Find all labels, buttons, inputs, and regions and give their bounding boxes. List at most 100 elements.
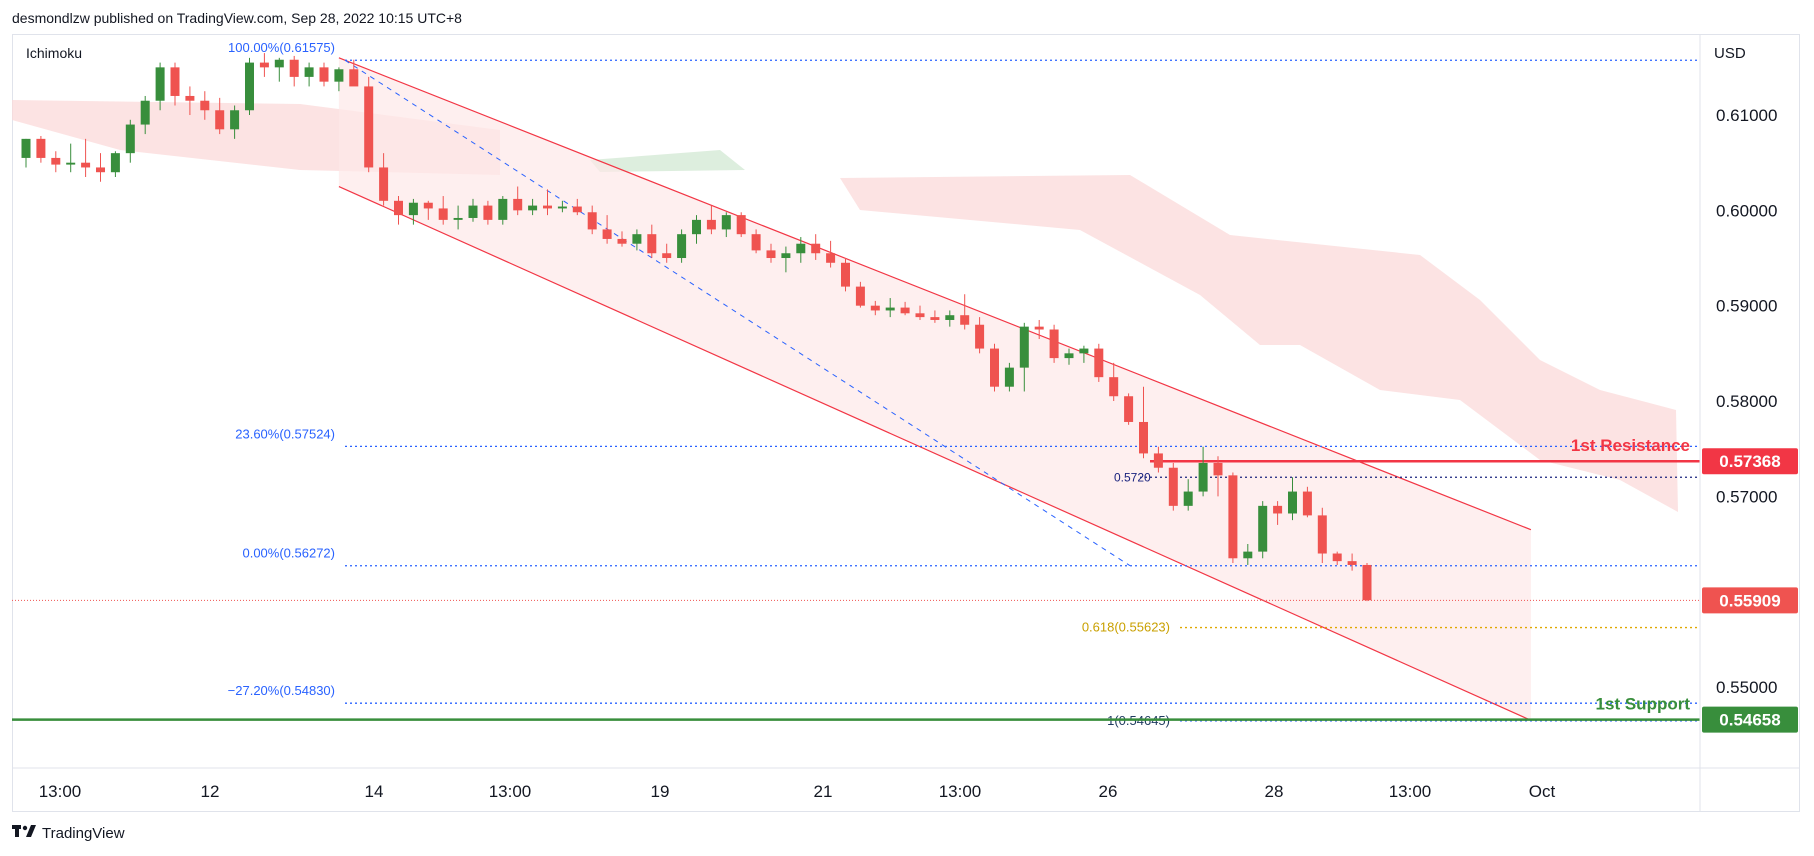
candle-body (200, 100, 210, 111)
candle-body (1198, 462, 1208, 492)
candle-body (572, 206, 582, 213)
extension-level-label: 0.618(0.55623) (1082, 620, 1170, 635)
candle (513, 186, 523, 216)
support-price-badge: 0.54658 (1719, 711, 1780, 730)
candle (1168, 462, 1178, 511)
current-price-badge: 0.55909 (1719, 591, 1780, 610)
candle (1198, 446, 1208, 497)
candle (662, 243, 672, 263)
candle (140, 95, 150, 135)
candle-body (1079, 348, 1089, 354)
tradingview-logo-icon[interactable] (12, 824, 36, 842)
candle-body (364, 86, 374, 168)
channel-fill (338, 57, 1531, 721)
candle-body (289, 59, 299, 77)
candle (751, 229, 761, 254)
candle (543, 189, 552, 216)
candle (1064, 348, 1074, 365)
candle-body (334, 69, 344, 82)
candle-body (721, 215, 731, 230)
time-tick-label: 13:00 (1389, 782, 1432, 801)
candle-body (1332, 553, 1342, 562)
candle-body (1049, 329, 1059, 359)
candle-body (21, 138, 31, 158)
candle (572, 198, 582, 216)
candle-body (125, 124, 135, 154)
candle (885, 298, 895, 318)
candle (945, 310, 955, 327)
candle-body (1273, 505, 1283, 514)
candle-body (855, 286, 865, 306)
price-tick-label: 0.59000 (1716, 297, 1777, 316)
candle (185, 86, 195, 116)
candle-body (1228, 475, 1238, 559)
candle-body (885, 307, 895, 311)
candle-body (662, 253, 672, 259)
footer: TradingView (12, 824, 125, 842)
candle-body (543, 205, 552, 209)
candle-body (66, 162, 76, 165)
candle (870, 300, 880, 316)
candle-body (766, 250, 776, 259)
candle (557, 200, 567, 213)
candle (1079, 345, 1089, 363)
candle-body (230, 110, 240, 130)
candle-body (1243, 551, 1253, 559)
candle-body (1317, 515, 1327, 554)
candle (796, 237, 806, 263)
current-price-badge-bg (1702, 587, 1798, 614)
candle-body (468, 205, 478, 218)
time-tick-label: 28 (1265, 782, 1284, 801)
candle-body (1302, 491, 1312, 516)
candle (1213, 456, 1223, 497)
candle (259, 53, 269, 77)
candle (319, 62, 329, 87)
candle (960, 294, 970, 330)
candle-body (1288, 491, 1297, 514)
candle (1109, 362, 1119, 401)
price-tick-label: 0.61000 (1716, 106, 1777, 125)
candle-body (706, 219, 716, 230)
candle-body (990, 348, 999, 387)
candle-body (975, 324, 985, 349)
candle-body (96, 167, 105, 173)
candle (528, 198, 538, 216)
candle (1273, 501, 1283, 525)
candle (453, 205, 463, 230)
candle-body (438, 208, 448, 220)
channel-lower-line (338, 185, 1532, 721)
candle-body (557, 206, 567, 209)
candle-body (811, 243, 821, 254)
candle-body (900, 307, 910, 314)
fib-level-label: 23.60%(0.57524) (235, 426, 335, 441)
candle (1332, 551, 1342, 565)
candle (692, 215, 701, 244)
publish-attribution: desmondlzw published on TradingView.com,… (12, 10, 462, 26)
candle-body (483, 205, 493, 220)
footer-brand[interactable]: TradingView (42, 824, 125, 842)
candle-body (1168, 467, 1178, 506)
candle-body (1034, 326, 1044, 330)
candle (1049, 324, 1059, 363)
candle (766, 243, 776, 263)
candle-body (259, 62, 269, 68)
candle (334, 67, 344, 92)
price-tick-label: 0.57000 (1716, 487, 1777, 506)
candle (51, 151, 61, 173)
time-tick-label: 13:00 (489, 782, 532, 801)
candle (245, 57, 254, 116)
candle (483, 200, 493, 225)
candle-body (81, 162, 91, 168)
candle-body (394, 200, 403, 216)
fib-level-label: 100.00%(0.61575) (228, 40, 335, 55)
candle (677, 229, 687, 263)
time-tick-label: 26 (1099, 782, 1118, 801)
candle (1258, 501, 1268, 559)
time-tick-label: Oct (1529, 782, 1556, 801)
candle-body (826, 253, 836, 263)
candle (632, 229, 642, 251)
candle-body (751, 234, 761, 251)
fib-level-label: 0.00%(0.56272) (242, 546, 335, 561)
candle-body (319, 67, 329, 82)
